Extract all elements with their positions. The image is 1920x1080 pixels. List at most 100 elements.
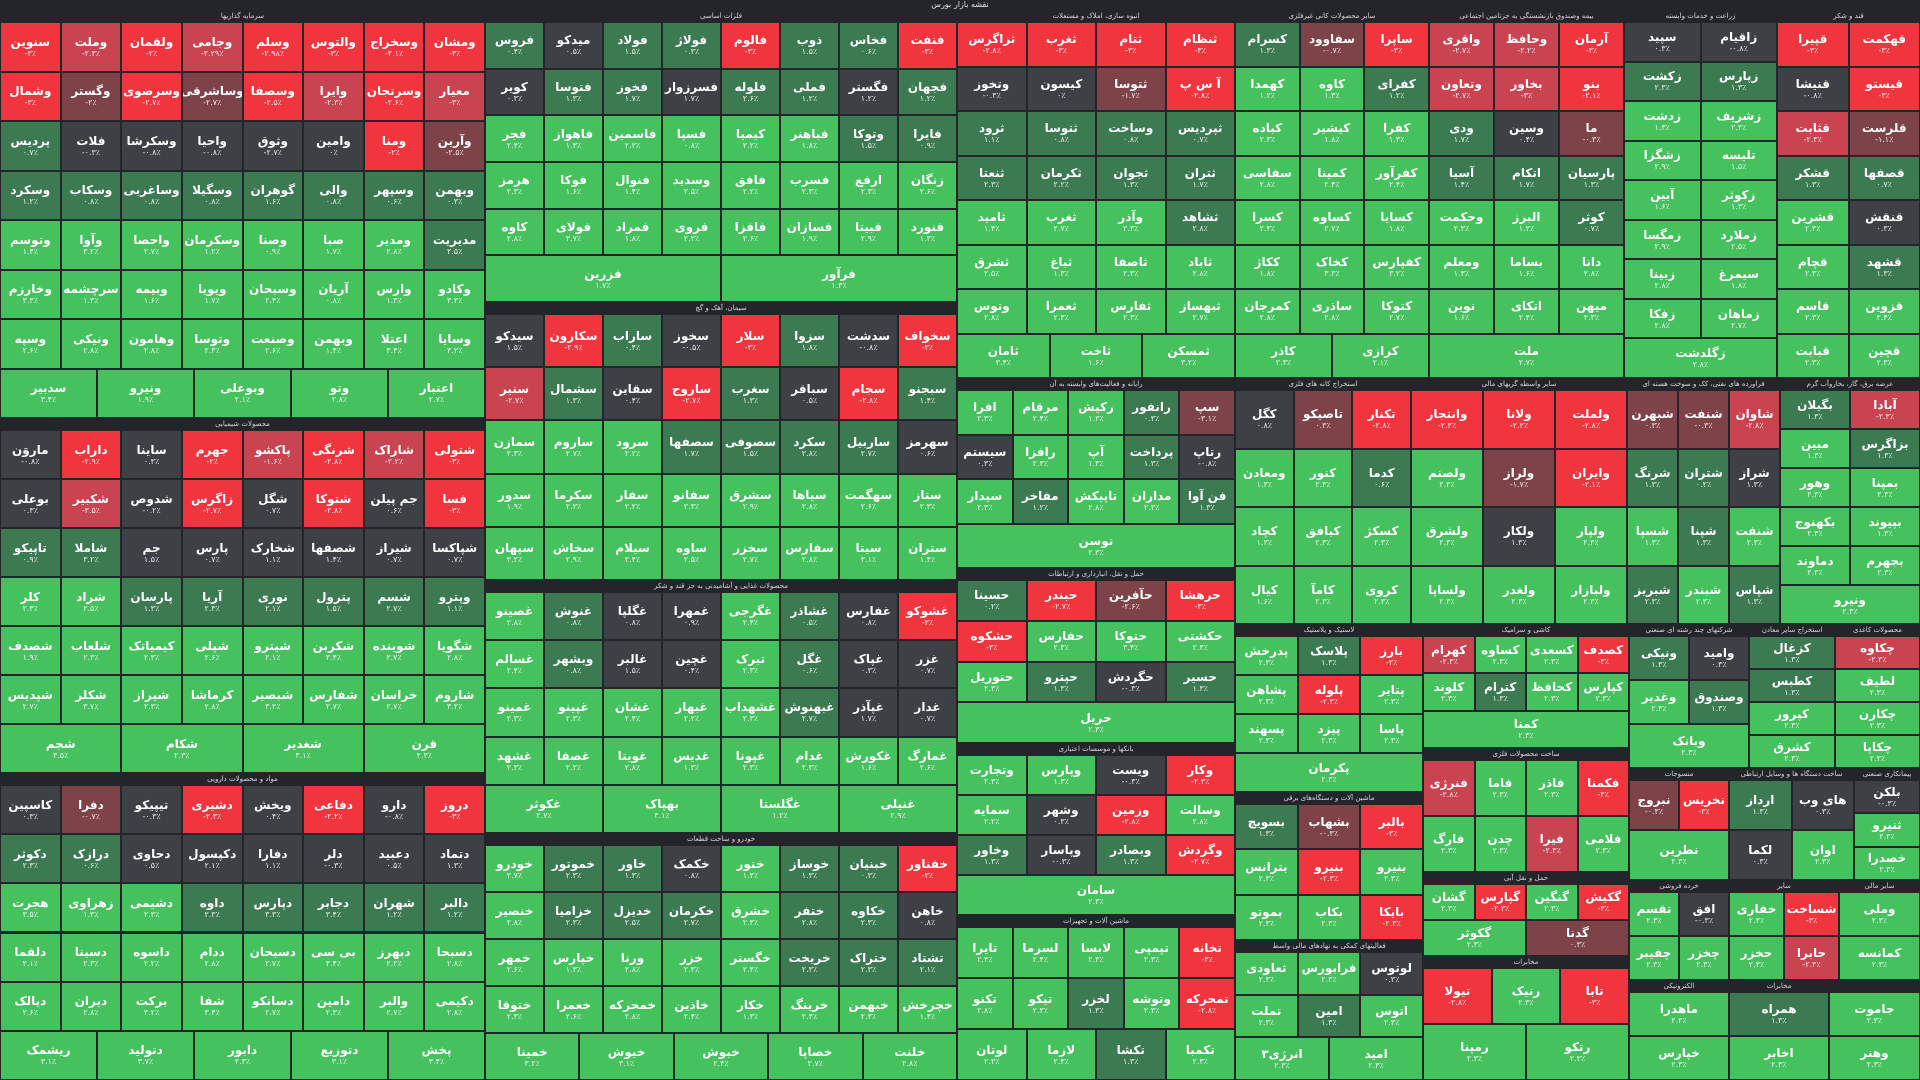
stock-tile[interactable]: بگیلان ۱.۳٪ (1780, 390, 1850, 429)
stock-tile[interactable]: انرژی۳ ۲.۳٪ (1235, 1037, 1329, 1080)
stock-tile[interactable]: تاپیکو ۰.۹٪ (0, 528, 61, 577)
stock-tile[interactable]: وتوسم ۱.۴٪ (0, 220, 61, 270)
stock-tile[interactable]: مبین ۱.۳٪ (1780, 429, 1850, 468)
stock-tile[interactable]: فنفت -۳٪ (898, 22, 957, 69)
stock-tile[interactable]: زشریف ۲.۳٪ (1700, 101, 1777, 141)
stock-tile[interactable]: وسایا ۳.۲٪ (424, 319, 485, 369)
stock-tile[interactable]: ومعلم ۱.۳٪ (1429, 244, 1494, 289)
stock-tile[interactable]: سپ -۳.۱٪ (1179, 390, 1235, 435)
stock-tile[interactable]: وهنر ۲.۳٪ (1829, 1036, 1920, 1080)
stock-tile[interactable]: شکربن ۳.۴٪ (303, 626, 364, 675)
stock-tile[interactable]: سرود ۲.۲٪ (603, 420, 662, 474)
stock-tile[interactable]: سغرب ۱.۳٪ (721, 367, 780, 421)
stock-tile[interactable]: دتوزیع ۳.۱٪ (291, 1030, 388, 1080)
stock-tile[interactable]: رانفور ۰.۳٪ (1123, 390, 1180, 435)
stock-tile[interactable]: فخوز ۱.۷٪ (603, 68, 662, 116)
stock-tile[interactable]: وبهمن ۰.۳٪ (424, 170, 485, 220)
stock-tile[interactable]: شپلی ۲.۶٪ (181, 626, 243, 675)
stock-tile[interactable]: امید ۲.۳٪ (1329, 1037, 1423, 1080)
stock-tile[interactable]: ثرود ۱.۱٪ (957, 111, 1027, 156)
stock-tile[interactable]: وبوعلی ۲.۱٪ (194, 368, 291, 418)
stock-tile[interactable]: قنقش ۰.۳٪ (1848, 200, 1920, 245)
stock-tile[interactable]: زپارس ۱.۳٪ (1700, 61, 1777, 102)
stock-tile[interactable]: شگل ۰.۷٪ (242, 479, 304, 528)
stock-tile[interactable]: وبشهر ۰.۸٪ (544, 640, 603, 689)
stock-tile[interactable]: ماهدرا ۲.۳٪ (1629, 992, 1729, 1036)
stock-tile[interactable]: رکیش ۱.۳٪ (1068, 390, 1124, 435)
stock-tile[interactable]: ککاژ ۱.۸٪ (1235, 244, 1300, 289)
stock-tile[interactable]: غصینو ۲.۸٪ (485, 592, 544, 641)
stock-tile[interactable]: ملت ۲.۷٪ (1429, 333, 1624, 378)
stock-tile[interactable]: غدام ۲.۳٪ (780, 736, 839, 785)
stock-tile[interactable]: کمنا ۲.۳٪ (1423, 710, 1629, 748)
stock-tile[interactable]: ثامان ۳.۴٪ (957, 333, 1050, 378)
stock-tile[interactable]: غدار ۰.۷٪ (898, 688, 957, 737)
stock-tile[interactable]: حتوکا ۳.۴٪ (1096, 620, 1166, 662)
stock-tile[interactable]: پرداخت ۱.۳٪ (1123, 434, 1180, 479)
stock-tile[interactable]: کمرجان ۲.۸٪ (1235, 289, 1300, 334)
stock-tile[interactable]: فکمنا -۳٪ (1577, 760, 1629, 816)
stock-tile[interactable]: وصنا ۰.۹٪ (242, 220, 304, 270)
stock-tile[interactable]: شنفت ۲.۳٪ (1729, 507, 1780, 566)
stock-tile[interactable]: گوهران ۱.۶٪ (242, 170, 304, 220)
stock-tile[interactable]: رمپنا ۲.۳٪ (1423, 1024, 1526, 1080)
stock-tile[interactable]: سخواف -۳٪ (898, 314, 957, 368)
stock-tile[interactable]: ثکرمان ۲.۲٪ (1026, 155, 1096, 200)
stock-tile[interactable]: شسم ۲.۷٪ (363, 577, 425, 626)
stock-tile[interactable]: سیدکو ۱.۵٪ (485, 314, 544, 368)
stock-tile[interactable]: سرچشمه ۱.۳٪ (60, 269, 122, 319)
stock-tile[interactable]: دانا ۲.۸٪ (1559, 244, 1624, 289)
stock-tile[interactable]: سنوین -۳٪ (0, 22, 61, 72)
stock-tile[interactable]: رتاپ -۰.۸٪ (1179, 434, 1235, 479)
stock-tile[interactable]: ستاز ۲.۳٪ (898, 473, 957, 527)
stock-tile[interactable]: وصندوق ۱.۳٪ (1689, 680, 1749, 724)
stock-tile[interactable]: لازما ۲.۳٪ (1026, 1029, 1096, 1080)
stock-tile[interactable]: واحیا -۰.۸٪ (181, 121, 243, 171)
stock-tile[interactable]: سلار -۳٪ (721, 314, 780, 368)
stock-tile[interactable]: سدشت -۰.۸٪ (839, 314, 898, 368)
stock-tile[interactable]: کدما ۰.۶٪ (1352, 448, 1411, 507)
stock-tile[interactable]: ساینا ۰.۳٪ (121, 430, 182, 479)
stock-tile[interactable]: کروی ۲.۳٪ (1352, 565, 1411, 624)
stock-tile[interactable]: وتوسا ۲.۳٪ (181, 319, 243, 369)
stock-tile[interactable]: ومشان -۳٪ (424, 22, 485, 72)
stock-tile[interactable]: کهمدا ۱.۲٪ (1235, 66, 1300, 111)
stock-tile[interactable]: آرمان -۳٪ (1559, 22, 1624, 67)
stock-tile[interactable]: آبادا -۲.۳٪ (1850, 390, 1920, 429)
stock-tile[interactable]: شپاس ۱.۳٪ (1729, 565, 1780, 624)
stock-tile[interactable]: کفرآور ۲.۴٪ (1364, 155, 1429, 200)
stock-tile[interactable]: فاهواز ۱.۳٪ (544, 115, 603, 162)
stock-tile[interactable]: وسپهر ۰.۶٪ (363, 170, 425, 220)
stock-tile[interactable]: شاروم ۳.۲٪ (424, 675, 485, 724)
stock-tile[interactable]: کسایا ۱.۸٪ (1364, 200, 1429, 245)
stock-tile[interactable]: فلات -۰.۳٪ (60, 121, 122, 171)
stock-tile[interactable]: ختور ۱.۳٪ (721, 845, 780, 892)
stock-tile[interactable]: ثغرب -۳٪ (1026, 22, 1096, 67)
stock-tile[interactable]: وبصادر ۱.۳٪ (1096, 835, 1166, 875)
stock-tile[interactable]: وسکاب ۰.۸٪ (60, 170, 122, 220)
stock-tile[interactable]: قهکمت -۳٪ (1848, 22, 1920, 67)
stock-tile[interactable]: وسصفا -۲.۵٪ (242, 71, 304, 121)
stock-tile[interactable]: گشان ۲.۳٪ (1423, 884, 1475, 920)
stock-tile[interactable]: سیستم ۰.۳٪ (957, 434, 1013, 479)
stock-tile[interactable]: سخاش ۲.۹٪ (544, 526, 603, 580)
stock-tile[interactable]: ثاخت ۱.۶٪ (1049, 333, 1143, 378)
stock-tile[interactable]: سدبیر ۳.۴٪ (0, 368, 97, 418)
stock-tile[interactable]: ماروَن -۰.۸٪ (0, 430, 61, 479)
stock-tile[interactable]: وحافظ -۲.۲٪ (1494, 22, 1559, 67)
stock-tile[interactable]: نوین ۱.۶٪ (1429, 289, 1494, 334)
stock-tile[interactable]: ذوب ۱.۵٪ (780, 22, 839, 69)
stock-tile[interactable]: فسرب ۲.۳٪ (780, 162, 839, 209)
stock-tile[interactable]: لوتان ۲.۳٪ (957, 1029, 1027, 1080)
stock-tile[interactable]: وسخراج -۲.۱٪ (363, 22, 425, 72)
stock-tile[interactable]: درازک ۰.۶٪ (60, 834, 122, 884)
stock-tile[interactable]: شگویا ۲.۸٪ (424, 626, 485, 675)
stock-tile[interactable]: واحصا ۲.۷٪ (121, 220, 182, 270)
stock-tile[interactable]: حبندر -۲.۷٪ (1026, 580, 1096, 621)
stock-tile[interactable]: کسکژ ۲.۳٪ (1352, 507, 1411, 566)
stock-tile[interactable]: غپینو ۲.۳٪ (544, 688, 603, 737)
stock-tile[interactable]: ولپار ۲.۳٪ (1555, 507, 1627, 566)
stock-tile[interactable]: ختفر ۲.۸٪ (780, 892, 839, 939)
stock-tile[interactable]: ولراز -۱.۷٪ (1483, 448, 1555, 507)
stock-tile[interactable]: فنورد ۱.۳٪ (898, 208, 957, 256)
